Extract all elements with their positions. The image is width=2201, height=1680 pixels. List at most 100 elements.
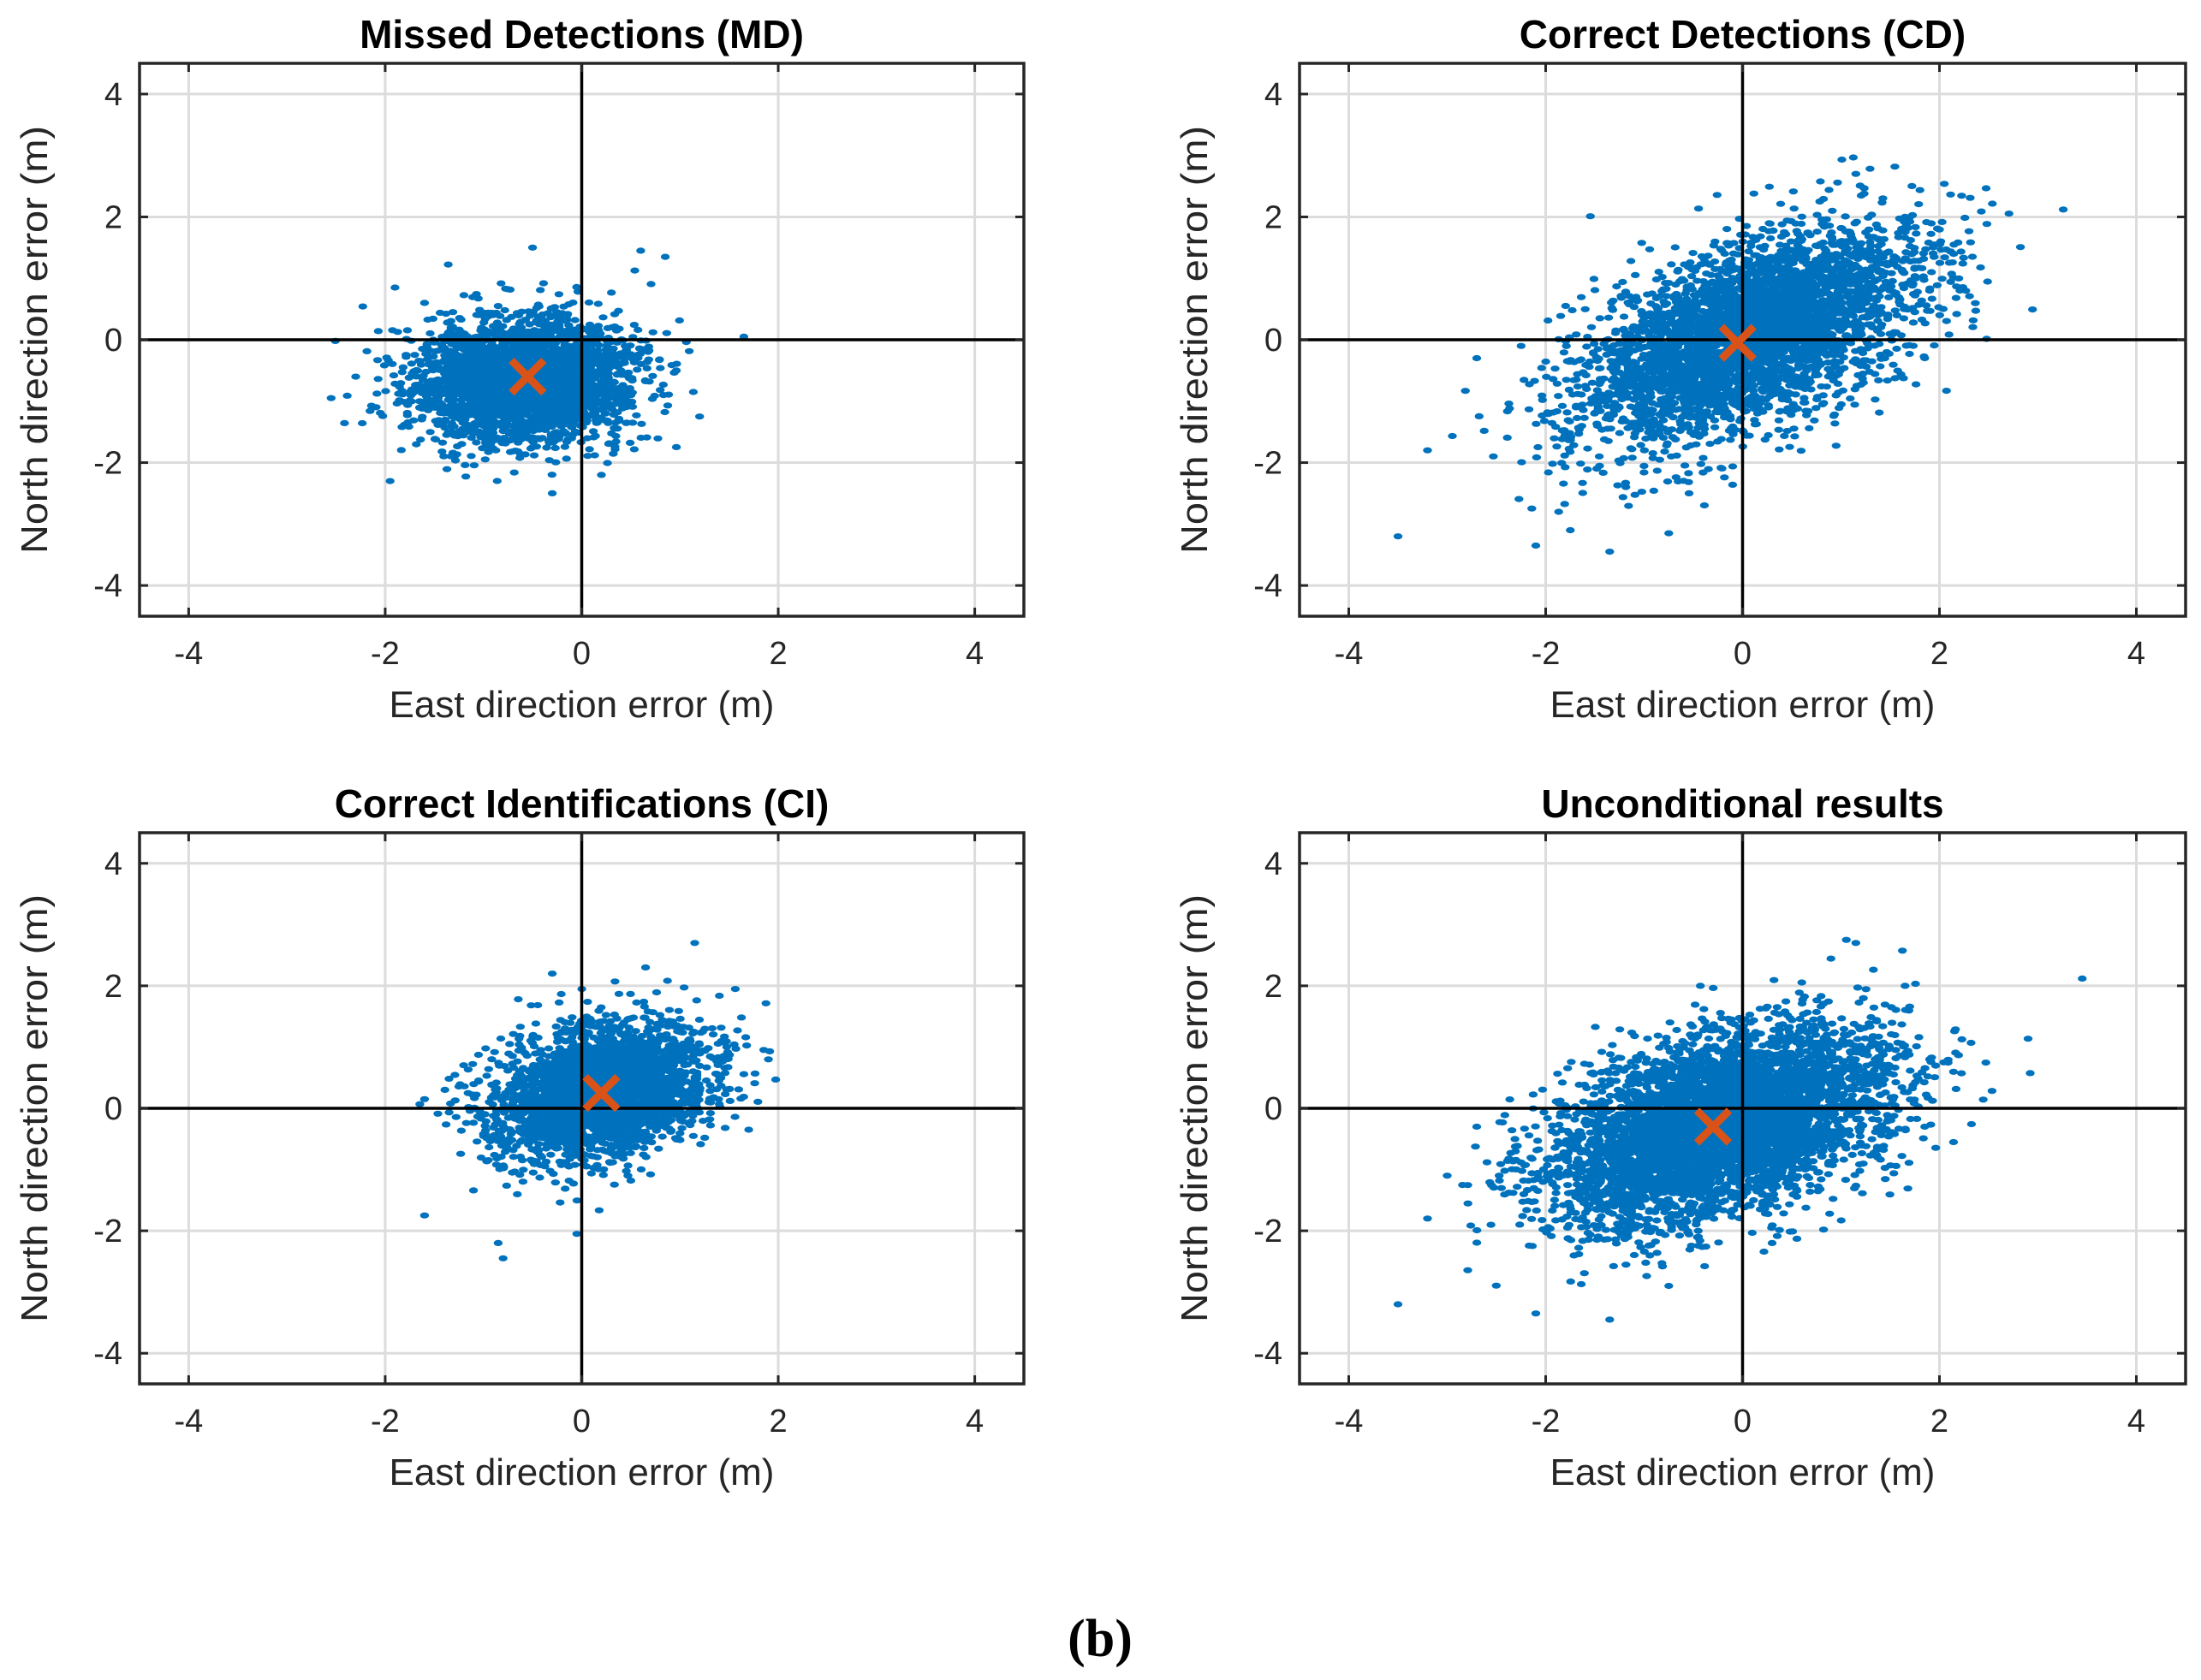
- scatter-point: [570, 317, 580, 324]
- scatter-point: [544, 457, 554, 464]
- scatter-point: [503, 352, 512, 359]
- scatter-point: [366, 407, 375, 414]
- scatter-point: [1667, 261, 1676, 268]
- scatter-point: [528, 434, 538, 441]
- scatter-point: [482, 426, 492, 433]
- scatter-point: [567, 360, 576, 367]
- scatter-point: [477, 324, 486, 332]
- scatter-point: [495, 383, 504, 390]
- scatter-point: [438, 378, 449, 385]
- scatter-point: [553, 433, 563, 440]
- scatter-point: [390, 284, 400, 291]
- scatter-point: [547, 490, 557, 497]
- scatter-point: [358, 303, 367, 310]
- scatter-point: [1614, 457, 1624, 464]
- scatter-point: [587, 399, 597, 406]
- scatter-point: [495, 325, 505, 332]
- scatter-point: [542, 444, 551, 451]
- scatter-point: [432, 403, 442, 410]
- scatter-point: [430, 381, 440, 389]
- scatter-point: [1946, 191, 1955, 198]
- scatter-point: [1968, 317, 1978, 324]
- scatter-point: [1582, 343, 1591, 350]
- scatter-point: [545, 415, 556, 422]
- scatter-point: [1988, 200, 1997, 207]
- scatter-point: [1905, 350, 1914, 358]
- scatter-point: [358, 419, 367, 427]
- scatter-point: [646, 281, 656, 288]
- scatter-point: [454, 384, 463, 391]
- scatter-point: [614, 307, 623, 314]
- scatter-point: [660, 408, 669, 416]
- scatter-point: [1560, 452, 1569, 459]
- scatter-point: [1532, 454, 1542, 461]
- scatter-point: [1544, 469, 1553, 476]
- scatter-point: [612, 391, 622, 398]
- scatter-point: [389, 372, 399, 379]
- scatter-point: [1552, 443, 1562, 450]
- scatter-point: [597, 398, 606, 405]
- scatter-point: [450, 331, 460, 338]
- scatter-point: [1554, 393, 1563, 400]
- scatter-point: [1968, 324, 1978, 330]
- scatter-point: [382, 354, 391, 361]
- scatter-point: [425, 329, 435, 337]
- scatter-point: [1655, 411, 1664, 418]
- scatter-point: [634, 345, 645, 352]
- scatter-point: [503, 332, 513, 339]
- x-tick-label: 4: [966, 636, 984, 672]
- scatter-point: [510, 426, 520, 433]
- scatter-point: [513, 418, 522, 424]
- scatter-point: [448, 362, 457, 369]
- scatter-point: [1573, 383, 1583, 390]
- scatter-point: [584, 359, 594, 366]
- scatter-point: [565, 351, 574, 358]
- scatter-point: [1796, 448, 1806, 454]
- scatter-point: [1791, 220, 1800, 227]
- scatter-point: [422, 341, 431, 347]
- scatter-point: [586, 368, 596, 375]
- scatter-point: [491, 407, 501, 413]
- scatter-point: [473, 347, 482, 354]
- scatter-point: [423, 316, 432, 324]
- scatter-point: [424, 361, 434, 368]
- scatter-point: [431, 436, 441, 443]
- scatter-point: [1830, 420, 1840, 427]
- scatter-point: [425, 429, 435, 436]
- scatter-point: [609, 450, 618, 457]
- scatter-point: [583, 453, 592, 460]
- scatter-point: [550, 350, 561, 357]
- scatter-point: [450, 372, 461, 379]
- scatter-point: [637, 420, 646, 427]
- chart-title: Missed Detections (MD): [360, 12, 804, 56]
- scatter-point: [663, 402, 673, 409]
- scatter-point: [1935, 226, 1944, 233]
- scatter-point: [1560, 501, 1569, 508]
- scatter-point: [640, 377, 650, 384]
- scatter-point: [478, 445, 487, 452]
- scatter-point: [372, 357, 383, 364]
- scatter-point: [1889, 361, 1898, 368]
- scatter-point: [606, 353, 616, 361]
- scatter-point: [486, 384, 496, 391]
- y-tick-label: 0: [104, 323, 122, 359]
- scatter-point: [469, 462, 479, 469]
- scatter-point: [1764, 183, 1774, 190]
- scatter-point: [599, 405, 609, 412]
- scatter-point: [441, 353, 450, 360]
- y-tick-label: -2: [93, 446, 122, 482]
- scatter-point: [1971, 307, 1981, 314]
- scatter-point: [660, 253, 670, 260]
- scatter-point: [663, 391, 674, 398]
- scatter-point: [406, 392, 416, 399]
- scatter-point: [593, 300, 603, 307]
- scatter-point: [1930, 342, 1939, 349]
- scatter-point: [508, 448, 518, 455]
- scatter-point: [546, 305, 556, 312]
- scatter-point: [1965, 293, 1974, 300]
- scatter-point: [415, 358, 425, 365]
- scatter-point: [642, 434, 651, 441]
- scatter-point: [1517, 459, 1526, 466]
- y-tick-label: 4: [104, 77, 122, 113]
